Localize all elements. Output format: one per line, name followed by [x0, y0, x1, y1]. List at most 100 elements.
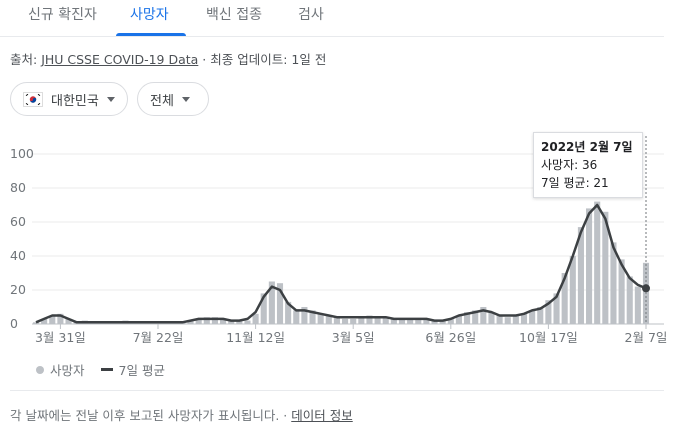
footer-note: 각 날짜에는 전날 이후 보고된 사망자가 표시됩니다. [10, 408, 280, 423]
death-bar [228, 320, 235, 324]
footer: 각 날짜에는 전날 이후 보고된 사망자가 표시됩니다. · 데이터 정보 [10, 405, 353, 424]
death-bar [472, 310, 479, 324]
tab-bar: 신규 확진자 사망자 백신 접종 검사 [0, 0, 664, 37]
death-bar [195, 318, 202, 324]
death-bar [57, 313, 64, 324]
deaths-legend-label: 사망자 [50, 363, 85, 378]
death-bar [390, 318, 397, 324]
tab-vaccinations[interactable]: 백신 접종 [206, 7, 262, 23]
y-tick-label: 20 [10, 282, 26, 297]
death-bar [586, 208, 593, 324]
y-tick-label: 60 [10, 214, 26, 229]
death-bar [276, 283, 284, 324]
death-bar [49, 315, 56, 324]
death-bar [252, 313, 259, 324]
death-bar [447, 318, 454, 324]
last-updated: · 최종 업데이트: 1일 전 [198, 52, 327, 67]
death-bar [358, 317, 365, 324]
death-bar [545, 300, 552, 324]
death-bar [317, 313, 324, 324]
death-bar [610, 242, 617, 324]
death-bar [309, 310, 316, 324]
death-bar [285, 301, 292, 324]
footer-separator: · [279, 408, 292, 423]
source-prefix: 출처: [10, 52, 42, 67]
tab-testing[interactable]: 검사 [298, 7, 324, 23]
x-tick-label: 10월 17일 [519, 330, 578, 345]
average-legend-label: 7일 평균 [118, 363, 165, 378]
death-bar [488, 312, 495, 324]
death-bar [431, 320, 438, 324]
deaths-bars [32, 201, 650, 324]
death-bar [537, 307, 544, 324]
death-bar [187, 320, 194, 324]
deaths-chart[interactable]: 0 20 40 60 80 100 3월 31일 7월 22일 11월 12일 3월 5일 6월 … [0, 130, 690, 350]
death-bar [520, 313, 528, 324]
chevron-down-icon [181, 96, 190, 102]
death-bar [268, 281, 275, 324]
source-line: 출처: JHU CSSE COVID-19 Data · 최종 업데이트: 1일… [10, 49, 326, 68]
death-bar [504, 317, 511, 324]
x-tick-label: 7월 22일 [133, 330, 184, 345]
death-bar [220, 318, 227, 324]
death-bar [203, 317, 210, 324]
y-tick-label: 100 [10, 146, 34, 161]
death-bar [577, 227, 584, 324]
death-bar [342, 318, 349, 324]
x-tick-label: 3월 5일 [332, 330, 375, 345]
scope-selector[interactable]: 전체 [137, 82, 209, 116]
death-bar [512, 315, 519, 324]
death-bar [244, 320, 251, 324]
hover-marker [642, 136, 650, 324]
country-label: 대한민국 [51, 93, 99, 109]
death-bar [211, 317, 218, 324]
death-bar [32, 322, 40, 324]
death-bar [260, 293, 267, 324]
country-selector[interactable]: 대한민국 [10, 82, 128, 116]
death-bar [480, 307, 487, 324]
death-bar [325, 315, 332, 324]
tooltip-deaths: 사망자: 36 [541, 158, 598, 172]
death-bar [374, 317, 381, 324]
death-bar [415, 318, 422, 324]
death-bar [366, 315, 373, 324]
tab-deaths[interactable]: 사망자 [130, 7, 169, 23]
korea-flag-icon [23, 91, 43, 107]
divider [10, 390, 664, 391]
death-bar [407, 318, 414, 324]
active-tab-indicator [116, 33, 186, 36]
tooltip-date: 2022년 2월 7일 [541, 140, 633, 154]
average-legend-swatch [100, 368, 113, 371]
average-line-path [35, 203, 647, 324]
tooltip-average: 7일 평균: 21 [541, 176, 609, 190]
about-data-link[interactable]: 데이터 정보 [291, 408, 353, 423]
death-bar [626, 276, 633, 324]
death-bar [496, 315, 503, 324]
x-axis-ticks: 3월 31일 7월 22일 11월 12일 3월 5일 6월 26일 10월 17일 2월 … [35, 324, 667, 345]
death-bar [594, 201, 601, 324]
death-bar [561, 273, 568, 324]
death-bar [398, 318, 406, 324]
death-bar [455, 315, 462, 324]
source-link[interactable]: JHU CSSE COVID-19 Data [41, 52, 199, 67]
chart-legend: 사망자 7일 평균 [36, 360, 165, 379]
death-bar [41, 318, 48, 324]
y-axis-ticks: 0 20 40 60 80 100 [10, 146, 34, 331]
death-bar [602, 211, 609, 324]
death-bar [464, 312, 471, 324]
death-bar [634, 286, 641, 324]
seven-day-average-line [35, 203, 647, 324]
death-bar [65, 318, 72, 324]
death-bar [423, 318, 430, 324]
death-bar [301, 307, 308, 324]
tab-new-cases[interactable]: 신규 확진자 [28, 7, 97, 23]
x-tick-label: 6월 26일 [425, 330, 476, 345]
death-bar [553, 293, 560, 324]
death-bar [236, 320, 243, 324]
death-bar [350, 318, 357, 324]
chart-tooltip: 2022년 2월 7일 사망자: 36 7일 평균: 21 [533, 132, 643, 198]
deaths-legend-swatch [36, 365, 44, 374]
y-tick-label: 40 [10, 248, 26, 263]
x-tick-label: 11월 12일 [226, 330, 285, 345]
death-bar [293, 310, 300, 324]
